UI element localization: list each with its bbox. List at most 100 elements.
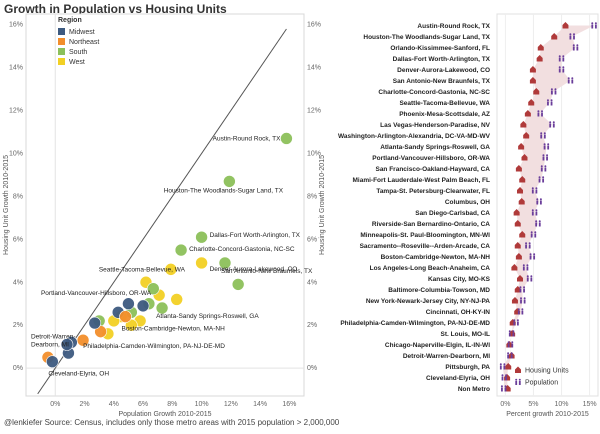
scatter-point-label: Houston-The Woodlands-Sugar Land, TX bbox=[164, 187, 284, 194]
scatter-y-tick-right: 2% bbox=[307, 322, 317, 329]
housing-units-marker bbox=[523, 132, 530, 139]
metro-label: Orlando-Kissimmee-Sanford, FL bbox=[390, 45, 490, 52]
scatter-point bbox=[164, 263, 178, 276]
population-marker bbox=[503, 363, 506, 366]
population-marker bbox=[526, 266, 529, 271]
growth-gap-band bbox=[502, 25, 595, 389]
population-marker bbox=[544, 165, 547, 168]
scatter-point bbox=[174, 243, 188, 257]
population-marker bbox=[530, 233, 533, 238]
population-marker bbox=[550, 99, 553, 102]
scatter-y-tick-left: 12% bbox=[9, 108, 23, 115]
population-marker bbox=[507, 354, 510, 359]
population-marker bbox=[508, 332, 511, 337]
metro-label: Los Angeles-Long Beach-Anaheim, CA bbox=[370, 265, 491, 272]
metro-label: Cleveland-Elyria, OH bbox=[426, 375, 490, 382]
population-marker bbox=[558, 66, 561, 69]
population-marker bbox=[507, 352, 510, 355]
population-marker bbox=[540, 167, 543, 172]
scatter-point bbox=[60, 338, 74, 351]
legend-population-icon bbox=[518, 381, 521, 385]
population-marker bbox=[538, 220, 541, 223]
population-marker bbox=[552, 121, 555, 124]
scatter-y-tick-left: 14% bbox=[9, 65, 23, 72]
population-marker bbox=[523, 299, 526, 304]
population-marker bbox=[540, 132, 543, 135]
population-marker bbox=[526, 275, 529, 278]
population-marker bbox=[500, 385, 503, 388]
scatter-point-label: San Antonio-New Braunfels, TX bbox=[221, 268, 313, 275]
population-marker bbox=[528, 244, 531, 249]
housing-units-marker bbox=[517, 275, 524, 282]
scatter-point-label: Dallas-Fort Worth-Arlington, TX bbox=[210, 232, 301, 239]
population-marker bbox=[504, 385, 507, 388]
metro-label: Kansas City, MO-KS bbox=[428, 276, 491, 283]
population-marker bbox=[535, 222, 538, 227]
housing-units-marker bbox=[529, 77, 536, 84]
housing-units-marker bbox=[533, 88, 540, 95]
scatter-plot-area bbox=[25, 13, 305, 397]
housing-units-marker bbox=[511, 297, 518, 304]
population-marker bbox=[525, 242, 528, 245]
scatter-point bbox=[280, 132, 293, 145]
scatter-y-tick-left: 16% bbox=[9, 22, 23, 29]
scatter-x-tick: 14% bbox=[253, 401, 267, 408]
population-marker bbox=[529, 255, 532, 260]
population-marker bbox=[541, 110, 544, 113]
housing-units-marker bbox=[517, 187, 524, 194]
scatter-y-tick-left: 4% bbox=[13, 279, 23, 286]
dot-x-tick: 15% bbox=[583, 401, 597, 408]
population-marker bbox=[540, 134, 543, 139]
housing-units-marker bbox=[529, 66, 536, 73]
scatter-point bbox=[218, 256, 232, 270]
population-marker bbox=[531, 189, 534, 194]
metro-label: St. Louis, MO-IL bbox=[441, 331, 490, 338]
scatter-point bbox=[231, 278, 245, 291]
scatter-x-tick: 2% bbox=[79, 401, 89, 408]
chart-title: Growth in Population vs Housing Units bbox=[4, 2, 227, 16]
population-marker bbox=[543, 145, 546, 150]
housing-units-marker bbox=[551, 33, 558, 40]
dot-x-axis-label: Percent growth 2010-2015 bbox=[506, 411, 589, 418]
housing-units-marker bbox=[511, 264, 518, 271]
scatter-y-tick-right: 12% bbox=[307, 108, 321, 115]
scatter-point-label: Austin-Round Rock, TX bbox=[213, 135, 281, 142]
scatter-y-tick-left: 2% bbox=[13, 322, 23, 329]
population-marker bbox=[505, 374, 508, 377]
population-marker bbox=[507, 343, 510, 348]
population-marker bbox=[538, 178, 541, 183]
population-marker bbox=[516, 321, 519, 326]
scatter-point bbox=[88, 316, 102, 330]
population-marker bbox=[543, 143, 546, 146]
population-marker bbox=[528, 242, 531, 245]
housing-units-marker bbox=[519, 231, 526, 238]
population-marker bbox=[549, 123, 552, 128]
population-marker bbox=[534, 233, 537, 238]
legend-label-south: South bbox=[69, 49, 87, 56]
population-marker bbox=[550, 101, 553, 106]
population-marker bbox=[505, 376, 507, 381]
population-marker bbox=[531, 211, 534, 216]
population-marker bbox=[519, 286, 522, 289]
scatter-y-tick-right: 10% bbox=[307, 150, 321, 157]
housing-units-marker bbox=[515, 253, 522, 260]
reference-line-y-equals-x bbox=[37, 28, 287, 395]
metro-label: Baltimore-Columbia-Towson, MD bbox=[388, 287, 490, 294]
population-marker bbox=[501, 374, 504, 377]
housing-units-marker bbox=[518, 143, 525, 150]
population-marker bbox=[504, 387, 507, 392]
scatter-x-tick: 6% bbox=[138, 401, 148, 408]
population-marker bbox=[539, 200, 542, 205]
housing-units-marker bbox=[518, 198, 525, 205]
population-marker bbox=[526, 277, 529, 282]
metro-label: Philadelphia-Camden-Wilmington, PA-NJ-DE… bbox=[340, 320, 490, 327]
population-marker bbox=[591, 24, 594, 29]
housing-units-marker bbox=[515, 165, 522, 172]
metro-label: Miami-Fort Lauderdale-West Palm Beach, F… bbox=[353, 177, 491, 184]
scatter-point-label: Portland-Vancouver-Hillsboro, OR-WA bbox=[41, 290, 152, 297]
population-marker bbox=[517, 308, 520, 311]
population-marker bbox=[531, 187, 534, 190]
population-marker bbox=[547, 101, 549, 106]
population-marker bbox=[562, 66, 565, 69]
population-marker bbox=[554, 90, 557, 95]
